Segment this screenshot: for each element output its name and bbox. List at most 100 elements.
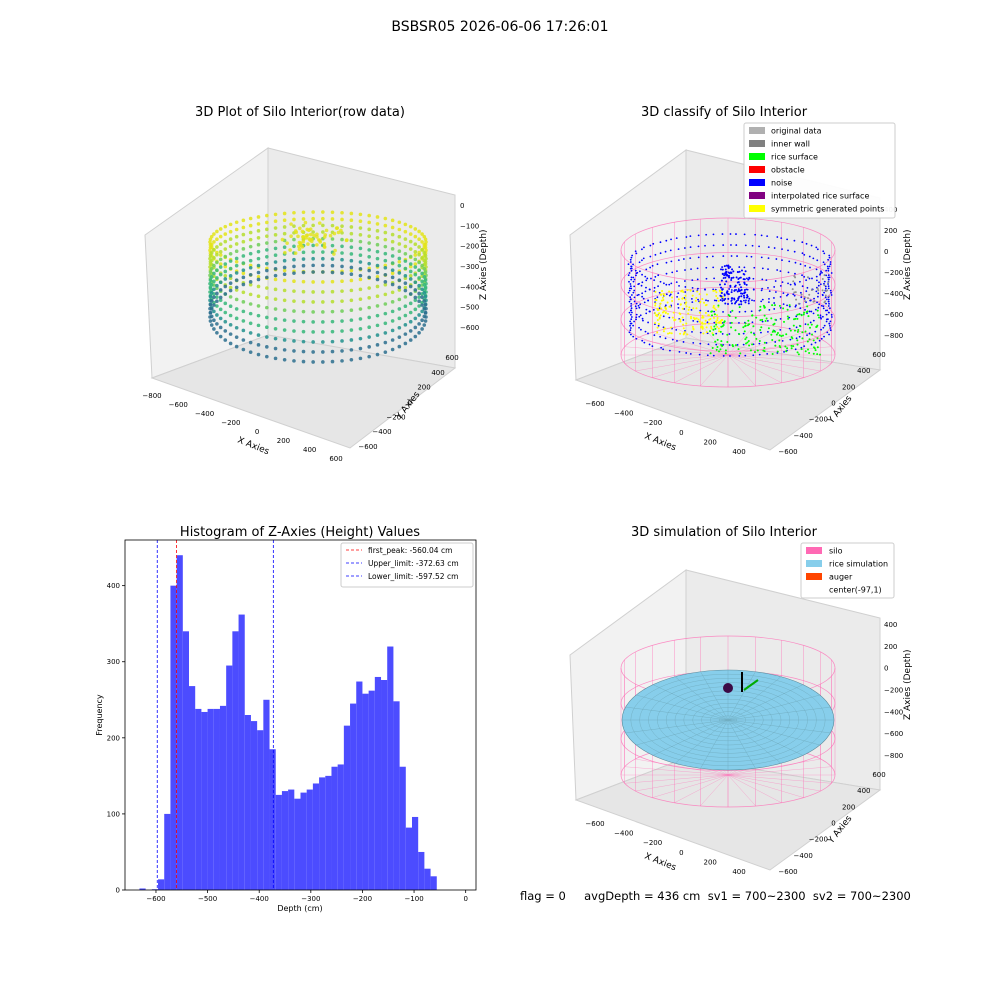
plot2-symmetric-point — [685, 301, 688, 304]
plot1-point — [311, 270, 315, 274]
plot2-noise-point — [829, 320, 832, 323]
plot1-point — [306, 242, 310, 246]
plot1-point — [228, 285, 233, 290]
plot2-symmetric-point — [679, 303, 682, 306]
plot1-point — [413, 307, 418, 312]
plot2-rice-point — [791, 337, 794, 340]
plot2-noise-point — [740, 295, 743, 298]
plot2-symmetric-point — [690, 315, 692, 318]
histogram-ytick-label: 200 — [107, 734, 120, 742]
plot2-noise-point — [825, 274, 828, 277]
plot2-noise-point — [810, 343, 813, 346]
plot2-noise-point — [810, 244, 813, 247]
plot1-point — [340, 264, 344, 269]
plot2-symmetric-point — [656, 319, 659, 322]
plot2-rice-point — [759, 305, 762, 308]
plot2-rice-point — [745, 336, 748, 339]
plot2-noise-point — [738, 295, 741, 298]
plot2-noise-point — [808, 255, 811, 258]
plot1-point — [403, 304, 408, 308]
plot1-point — [358, 317, 363, 321]
plot2-noise-point — [815, 275, 818, 278]
plot1-point — [215, 295, 219, 299]
plot1-point — [423, 262, 428, 266]
plot1-point — [383, 282, 388, 287]
plot1-point — [422, 242, 427, 247]
plot1-point — [208, 319, 213, 323]
plot1-point — [397, 220, 402, 225]
plot1-point — [413, 325, 418, 330]
plot2-noise-point — [735, 244, 738, 246]
plot1-point — [417, 322, 421, 326]
plot2-symmetric-point — [680, 290, 683, 293]
plot2-wall-point — [793, 275, 796, 278]
plot2-noise-point — [649, 310, 651, 313]
plot1-point — [212, 255, 216, 260]
plot2-noise-point — [828, 302, 830, 305]
plot2-noise-point — [736, 290, 739, 293]
plot1-point — [332, 231, 337, 236]
plot2-z-tick-label: −800 — [884, 332, 903, 340]
plot2-noise-point — [779, 306, 782, 309]
plot2-wall-point — [804, 300, 807, 303]
plot1-point — [318, 238, 322, 243]
plot1-point — [424, 240, 428, 244]
plot1-point — [340, 329, 344, 333]
plot1-point — [420, 279, 424, 284]
plot1-point — [383, 237, 388, 242]
plot2-noise-point — [828, 333, 830, 336]
plot2-noise-point — [803, 297, 806, 300]
plot2-noise-point — [740, 300, 743, 303]
plot2-noise-point — [787, 249, 789, 252]
plot2-symmetric-point — [701, 315, 704, 318]
plot2-noise-point — [662, 326, 665, 329]
plot1-point — [282, 288, 287, 293]
plot2-symmetric-point — [689, 289, 692, 292]
plot2-noise-point — [829, 307, 831, 310]
plot2-symmetric-point — [658, 316, 661, 319]
plot1-point — [215, 291, 219, 296]
plot4-rice-mesh — [727, 719, 831, 734]
plot2-noise-point — [827, 283, 829, 285]
plot4-x-tick-label: −200 — [643, 839, 662, 847]
plot2-noise-point — [647, 332, 649, 335]
silo-floor-spoke — [624, 774, 729, 784]
plot1-point — [349, 328, 354, 332]
plot2-noise-point — [721, 233, 724, 235]
plot2-noise-point — [641, 295, 644, 298]
plot2-noise-point — [640, 284, 643, 287]
plot1-point — [358, 260, 363, 264]
plot2-noise-point — [820, 337, 823, 340]
plot2-rice-point — [711, 347, 714, 350]
plot1-point — [301, 359, 306, 364]
plot2-noise-point — [682, 341, 685, 343]
histogram-bar — [319, 777, 326, 890]
plot2-noise-point — [795, 315, 798, 318]
plot2-noise-point — [767, 268, 769, 271]
plot1-point — [330, 279, 335, 284]
plot2-symmetric-point — [656, 307, 659, 310]
silo-floor-spoke — [727, 338, 821, 356]
histogram-bar — [201, 711, 208, 890]
plot4-legend-swatch — [806, 560, 822, 567]
plot1-point — [383, 272, 388, 277]
plot2-symmetric-point — [710, 327, 713, 330]
plot2-noise-point — [641, 259, 643, 262]
plot2-rice-point — [785, 333, 788, 336]
plot2-noise-point — [652, 308, 655, 311]
plot2-noise-point — [665, 239, 668, 242]
plot2-noise-point — [725, 280, 728, 283]
plot1-point — [390, 218, 395, 223]
plot2-noise-point — [669, 249, 672, 252]
plot1-point — [228, 251, 233, 256]
plot2-noise-point — [819, 314, 822, 317]
plot2-noise-point — [630, 287, 633, 290]
plot2-rice-point — [714, 327, 717, 330]
plot2-noise-point — [804, 323, 807, 326]
plot2-legend-box — [743, 122, 896, 219]
plot2-noise-point — [729, 322, 732, 324]
plot1-point — [403, 222, 408, 227]
plot1-point — [420, 303, 424, 307]
plot1-point — [321, 310, 325, 314]
plot2-rice-point — [726, 333, 729, 336]
